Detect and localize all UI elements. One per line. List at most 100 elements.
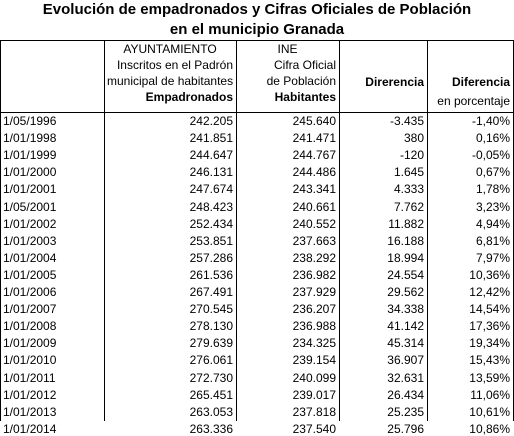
value-cell: 240.661 <box>292 199 336 214</box>
value-cell: 244.767 <box>292 148 336 163</box>
value-cell: 241.471 <box>292 131 336 146</box>
date-cell: 1/01/1998 <box>3 131 57 146</box>
value-cell: 237.929 <box>292 285 336 299</box>
value-cell: 36.907 <box>387 353 424 368</box>
date-cell: 1/01/2003 <box>3 233 57 248</box>
value-cell: 263.336 <box>189 421 233 436</box>
value-cell: 32.631 <box>387 370 424 385</box>
value-cell: 10,36% <box>469 267 510 282</box>
value-cell: -120 <box>399 148 424 163</box>
value-cell: 29.562 <box>387 285 424 299</box>
title-line: Evolución de empadronados y Cifras Ofici… <box>42 1 472 18</box>
value-cell: -1,40% <box>471 114 510 128</box>
value-cell: 279.639 <box>189 336 233 351</box>
value-cell: 242.205 <box>189 114 233 128</box>
header-cell: municipal de habitantes <box>107 74 234 88</box>
date-cell: 1/01/2013 <box>3 404 57 419</box>
value-cell: 265.451 <box>189 387 233 402</box>
value-cell: 248.423 <box>189 199 233 214</box>
value-cell: 18.994 <box>387 250 424 265</box>
value-cell: 263.053 <box>189 404 233 419</box>
value-cell: 17,36% <box>469 319 510 334</box>
value-cell: 15,43% <box>469 353 510 368</box>
value-cell: 234.325 <box>292 336 336 351</box>
value-cell: 253.851 <box>189 233 233 248</box>
value-cell: 252.434 <box>189 216 233 231</box>
date-cell: 1/01/2004 <box>3 250 57 265</box>
header-cell: Cifra Oficial <box>273 58 336 72</box>
header-cell: en porcentaje <box>437 94 510 108</box>
date-cell: 1/05/2001 <box>3 199 57 214</box>
value-cell: 244.647 <box>189 148 233 163</box>
column-line <box>339 40 340 421</box>
value-cell: 3,23% <box>475 199 510 214</box>
value-cell: 10,61% <box>469 404 510 419</box>
header-cell: Habitantes <box>274 90 336 104</box>
value-cell: 278.130 <box>189 319 233 334</box>
date-cell: 1/01/2000 <box>3 165 57 180</box>
value-cell: 276.061 <box>189 353 233 368</box>
date-cell: 1/01/2010 <box>3 353 57 368</box>
value-cell: 239.017 <box>292 387 336 402</box>
value-cell: 0,67% <box>475 165 510 180</box>
column-line <box>236 40 237 421</box>
value-cell: 245.640 <box>292 114 336 128</box>
value-cell: 237.663 <box>292 233 336 248</box>
header-cell: Inscritos en el Padrón <box>116 58 233 72</box>
value-cell: 7.762 <box>393 199 424 214</box>
value-cell: 267.491 <box>189 285 233 299</box>
column-line <box>427 40 428 421</box>
column-line <box>104 40 105 421</box>
date-cell: 1/01/2005 <box>3 267 57 282</box>
value-cell: 240.099 <box>292 370 336 385</box>
value-cell: 272.730 <box>189 370 233 385</box>
value-cell: 10,86% <box>469 421 510 436</box>
date-cell: 1/01/2008 <box>3 319 57 334</box>
value-cell: 1.645 <box>393 165 424 180</box>
date-cell: 1/01/2007 <box>3 302 57 317</box>
header-cell: INE <box>277 42 298 56</box>
value-cell: -0,05% <box>471 148 510 163</box>
value-cell: 240.552 <box>292 216 336 231</box>
date-cell: 1/01/2009 <box>3 336 57 351</box>
value-cell: 19,34% <box>469 336 510 351</box>
value-cell: 0,16% <box>475 131 510 146</box>
date-cell: 1/01/2012 <box>3 387 57 402</box>
date-cell: 1/01/2011 <box>3 370 56 385</box>
value-cell: 237.540 <box>292 421 336 436</box>
date-cell: 1/01/2006 <box>3 285 57 299</box>
header-top-line <box>0 40 514 41</box>
value-cell: 380 <box>403 131 424 146</box>
value-cell: 261.536 <box>189 267 233 282</box>
value-cell: 41.142 <box>387 319 424 334</box>
value-cell: 257.286 <box>189 250 233 265</box>
value-cell: 4,94% <box>475 216 510 231</box>
header-cell: Direrencia <box>365 75 424 89</box>
value-cell: 236.988 <box>292 319 336 334</box>
header-cell: Diferencia <box>451 75 510 89</box>
value-cell: -3.435 <box>389 114 424 128</box>
value-cell: 4.333 <box>393 182 424 197</box>
value-cell: 16.188 <box>387 233 424 248</box>
title-line: en el municipio Granada <box>169 21 345 38</box>
header-bottom-line <box>0 112 514 113</box>
value-cell: 236.982 <box>292 267 336 282</box>
value-cell: 244.486 <box>292 165 336 180</box>
value-cell: 34.338 <box>387 302 424 317</box>
date-cell: 1/01/2014 <box>3 421 57 436</box>
value-cell: 11.882 <box>388 216 424 231</box>
value-cell: 237.818 <box>292 404 336 419</box>
header-cell: Empadronados <box>145 90 233 104</box>
date-cell: 1/05/1996 <box>3 114 57 128</box>
value-cell: 11,06% <box>470 387 510 402</box>
value-cell: 246.131 <box>189 165 233 180</box>
value-cell: 247.674 <box>189 182 233 197</box>
value-cell: 12,42% <box>469 285 510 299</box>
value-cell: 7,97% <box>475 250 510 265</box>
value-cell: 13,59% <box>469 370 510 385</box>
value-cell: 45.314 <box>387 336 424 351</box>
value-cell: 26.434 <box>387 387 424 402</box>
value-cell: 236.207 <box>292 302 336 317</box>
header-cell: de Población <box>266 74 336 88</box>
